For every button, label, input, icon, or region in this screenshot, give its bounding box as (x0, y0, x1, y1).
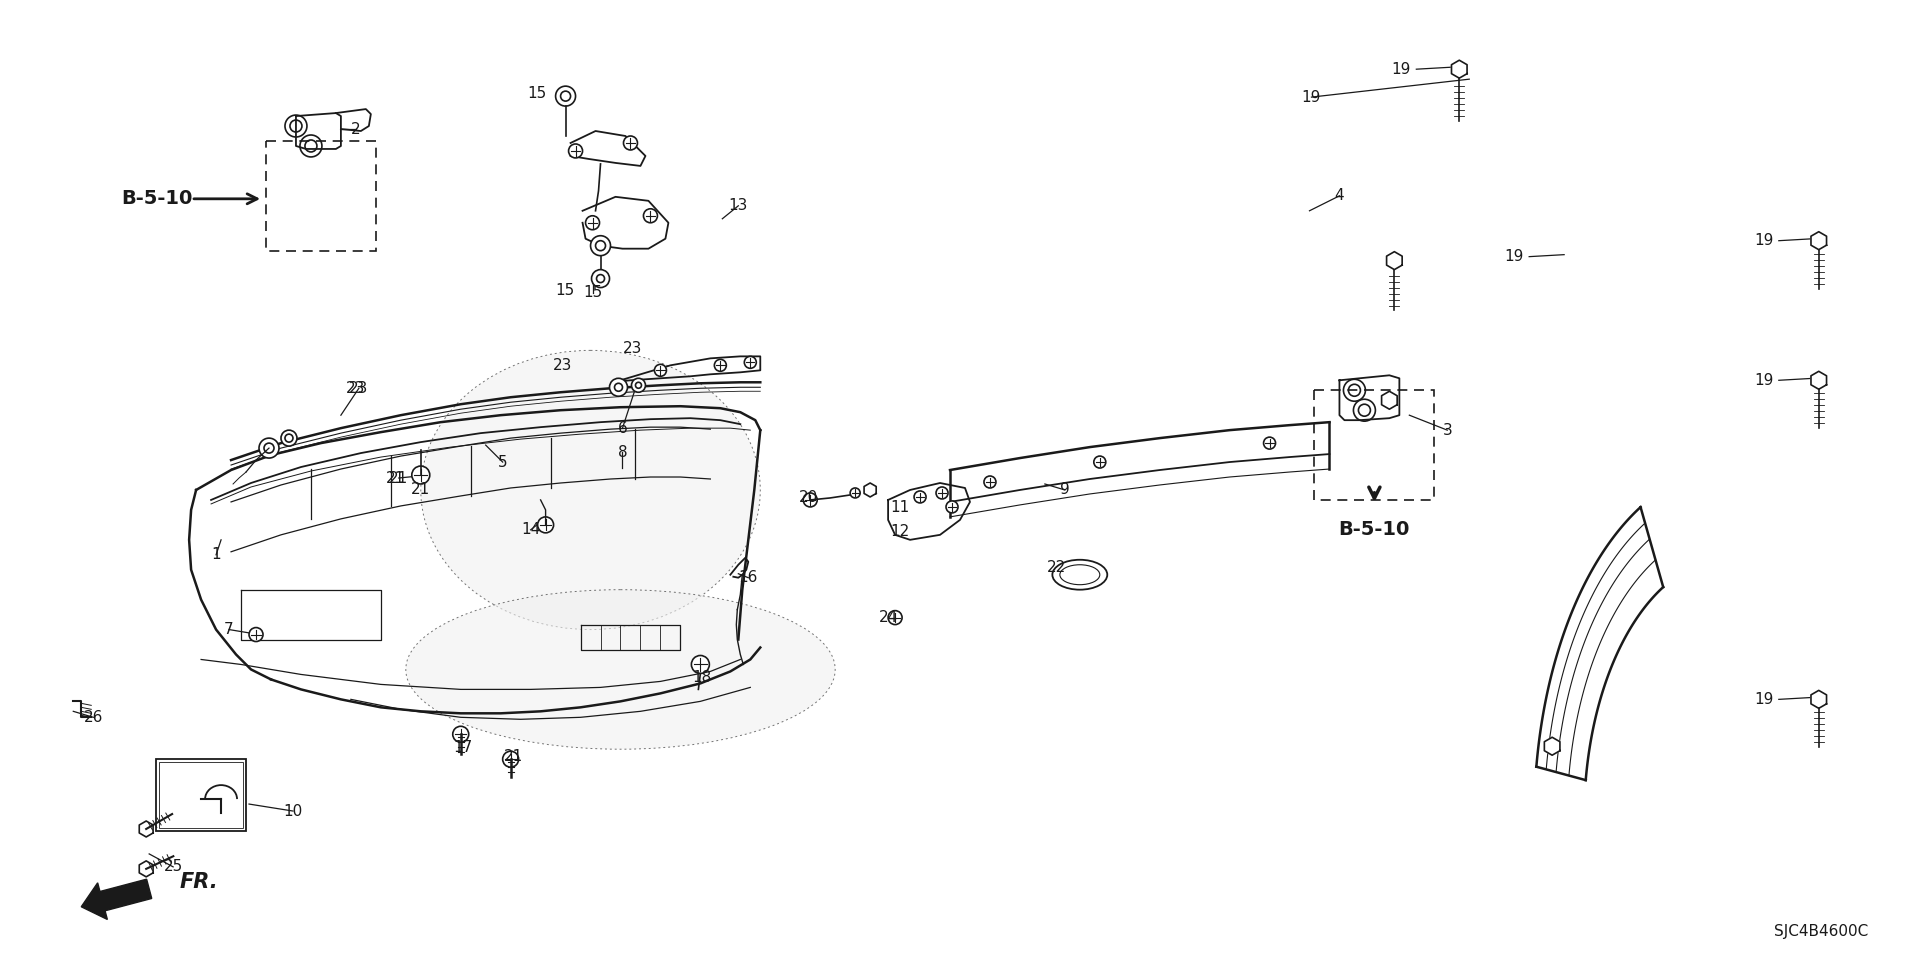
Text: 19: 19 (1392, 61, 1411, 77)
Circle shape (591, 269, 609, 288)
Bar (267, 141, 376, 250)
Text: B-5-10: B-5-10 (121, 189, 192, 208)
Circle shape (280, 431, 298, 446)
Circle shape (453, 726, 468, 742)
Ellipse shape (420, 350, 760, 629)
Circle shape (503, 751, 518, 767)
Text: 16: 16 (739, 571, 758, 585)
Text: 25: 25 (163, 859, 182, 875)
Circle shape (714, 360, 726, 371)
Text: 19: 19 (1755, 373, 1774, 387)
Text: 23: 23 (349, 381, 369, 396)
Bar (156, 760, 246, 831)
Circle shape (1344, 380, 1365, 401)
Text: 24: 24 (879, 610, 899, 625)
Circle shape (745, 357, 756, 368)
Text: 18: 18 (693, 670, 712, 685)
Text: 21: 21 (390, 471, 409, 485)
Ellipse shape (1052, 560, 1108, 590)
Circle shape (538, 517, 553, 533)
Text: 10: 10 (284, 804, 303, 819)
Text: 4: 4 (1334, 188, 1344, 203)
Circle shape (851, 488, 860, 498)
Polygon shape (1452, 60, 1467, 79)
Text: 8: 8 (618, 445, 628, 459)
Text: SJC4B4600C: SJC4B4600C (1774, 924, 1868, 939)
Text: 26: 26 (84, 710, 104, 725)
Circle shape (555, 86, 576, 106)
Text: 1: 1 (211, 548, 221, 562)
Text: 5: 5 (497, 455, 507, 470)
Circle shape (803, 493, 818, 507)
Circle shape (1263, 437, 1275, 449)
Circle shape (983, 476, 996, 488)
Circle shape (250, 627, 263, 642)
Text: 23: 23 (553, 358, 572, 373)
Polygon shape (1544, 737, 1559, 755)
Ellipse shape (405, 590, 835, 749)
Text: 19: 19 (1505, 249, 1524, 264)
Circle shape (300, 135, 323, 157)
Text: 20: 20 (799, 490, 818, 505)
Text: 21: 21 (411, 482, 430, 498)
Polygon shape (140, 821, 154, 837)
Text: 6: 6 (618, 421, 628, 435)
Circle shape (1094, 456, 1106, 468)
Text: 19: 19 (1302, 89, 1321, 105)
Circle shape (591, 236, 611, 256)
Polygon shape (1382, 391, 1398, 409)
Polygon shape (1386, 251, 1402, 269)
Text: 21: 21 (386, 471, 405, 485)
Text: 22: 22 (1046, 560, 1066, 575)
Text: 7: 7 (225, 622, 234, 637)
Text: 15: 15 (584, 285, 603, 300)
Circle shape (624, 136, 637, 150)
Circle shape (411, 466, 430, 484)
Text: 12: 12 (891, 525, 910, 539)
Circle shape (568, 144, 582, 158)
Text: 23: 23 (346, 381, 365, 396)
Circle shape (586, 216, 599, 230)
Polygon shape (1811, 232, 1826, 249)
Circle shape (655, 364, 666, 376)
Circle shape (284, 115, 307, 137)
Bar (159, 762, 244, 828)
Circle shape (1354, 399, 1375, 421)
Circle shape (947, 501, 958, 513)
Text: 19: 19 (1755, 691, 1774, 707)
Circle shape (632, 378, 645, 392)
Bar (1315, 390, 1434, 500)
Text: B-5-10: B-5-10 (1338, 521, 1409, 539)
Circle shape (937, 487, 948, 499)
Circle shape (643, 209, 657, 222)
Polygon shape (1811, 371, 1826, 389)
Text: 19: 19 (1755, 233, 1774, 248)
Text: 11: 11 (891, 501, 910, 515)
Text: 13: 13 (728, 199, 749, 213)
Polygon shape (864, 483, 876, 497)
Text: 9: 9 (1060, 482, 1069, 498)
Circle shape (914, 491, 925, 503)
Text: 21: 21 (505, 749, 524, 763)
Text: 23: 23 (622, 340, 641, 356)
Polygon shape (140, 861, 154, 877)
Text: 3: 3 (1442, 423, 1452, 437)
Circle shape (691, 656, 708, 673)
FancyArrow shape (81, 879, 152, 920)
Circle shape (889, 611, 902, 624)
Circle shape (609, 378, 628, 396)
Text: 2: 2 (351, 122, 361, 136)
Text: FR.: FR. (179, 872, 217, 892)
Circle shape (259, 438, 278, 458)
Text: 15: 15 (526, 85, 545, 101)
Polygon shape (1811, 690, 1826, 709)
Text: 17: 17 (453, 739, 472, 755)
Text: 15: 15 (555, 283, 574, 298)
Text: 14: 14 (520, 523, 540, 537)
